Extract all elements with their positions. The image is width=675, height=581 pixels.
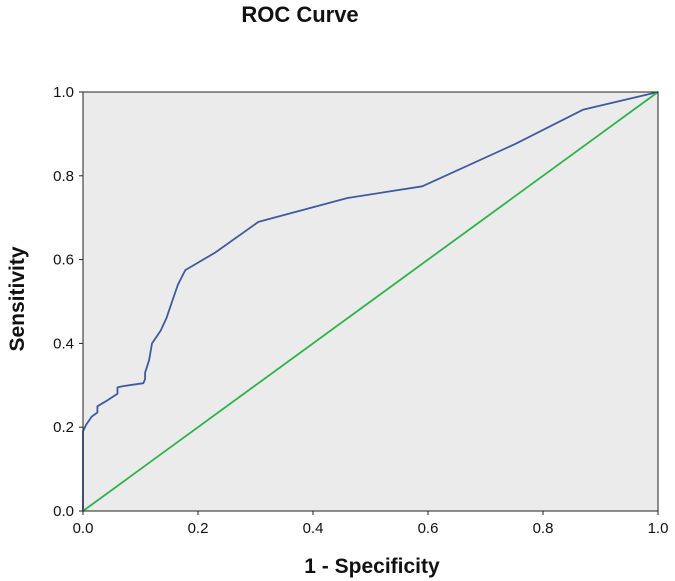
y-tick-label: 0.6 <box>53 252 74 269</box>
y-axis-label: Sensitivity <box>6 246 29 351</box>
x-tick-label: 0.2 <box>188 520 209 537</box>
roc-curve-line <box>82 91 659 511</box>
x-tick-label: 0.6 <box>418 520 439 537</box>
reference-diagonal-line <box>82 91 659 512</box>
y-tick-label: 0.8 <box>53 168 74 185</box>
y-tick-label: 0.4 <box>53 335 74 352</box>
x-tick-label: 0.8 <box>533 520 554 537</box>
plot-frame <box>82 91 659 512</box>
ticks-layer: 0.0 0.2 0.4 0.6 0.8 1.0 0.0 0.2 0.4 0.6 0.8 1.0 <box>53 84 668 537</box>
series-layer <box>82 91 659 512</box>
y-tick-label: 1.0 <box>53 84 74 101</box>
y-tick-label: 0.2 <box>53 419 74 436</box>
x-tick-label: 1.0 <box>648 520 669 537</box>
chart-title: ROC Curve <box>241 2 358 27</box>
x-axis-label: 1 - Specificity <box>304 555 440 578</box>
x-tick-label: 0.4 <box>303 520 324 537</box>
y-tick-label: 0.0 <box>53 503 74 520</box>
x-tick-label: 0.0 <box>73 520 94 537</box>
